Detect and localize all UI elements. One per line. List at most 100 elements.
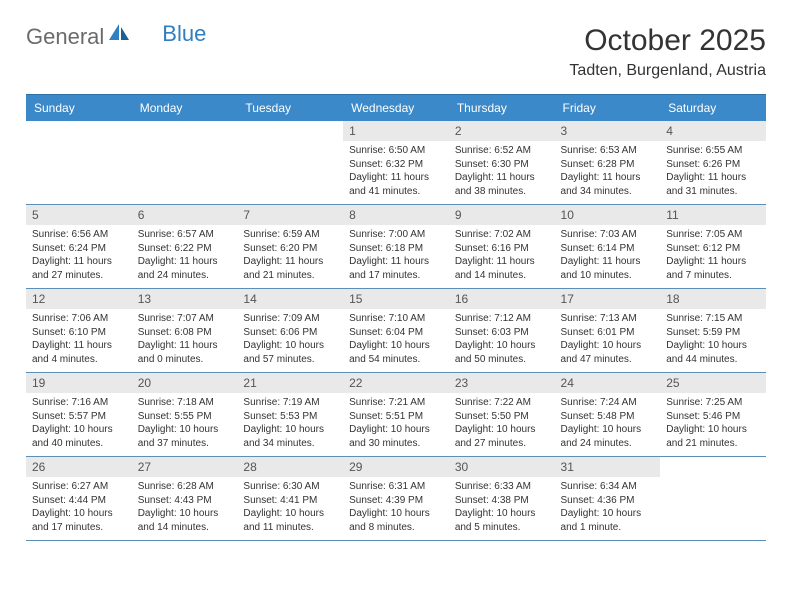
day-number: 7 <box>237 205 343 225</box>
calendar-cell: 5Sunrise: 6:56 AMSunset: 6:24 PMDaylight… <box>26 205 132 289</box>
day-number: 18 <box>660 289 766 309</box>
calendar-cell: 21Sunrise: 7:19 AMSunset: 5:53 PMDayligh… <box>237 373 343 457</box>
day-number: 26 <box>26 457 132 477</box>
day-number: 21 <box>237 373 343 393</box>
weekday-header: Sunday <box>26 95 132 122</box>
calendar-cell: 20Sunrise: 7:18 AMSunset: 5:55 PMDayligh… <box>132 373 238 457</box>
calendar-cell <box>132 121 238 205</box>
calendar-body: 1Sunrise: 6:50 AMSunset: 6:32 PMDaylight… <box>26 121 766 541</box>
day-number: 20 <box>132 373 238 393</box>
day-number: 23 <box>449 373 555 393</box>
calendar-cell <box>237 121 343 205</box>
calendar-cell: 7Sunrise: 6:59 AMSunset: 6:20 PMDaylight… <box>237 205 343 289</box>
calendar-header-row: SundayMondayTuesdayWednesdayThursdayFrid… <box>26 95 766 122</box>
day-details: Sunrise: 7:21 AMSunset: 5:51 PMDaylight:… <box>343 393 449 456</box>
calendar-row: 5Sunrise: 6:56 AMSunset: 6:24 PMDaylight… <box>26 205 766 289</box>
day-details: Sunrise: 7:22 AMSunset: 5:50 PMDaylight:… <box>449 393 555 456</box>
day-details: Sunrise: 6:50 AMSunset: 6:32 PMDaylight:… <box>343 141 449 204</box>
weekday-header: Tuesday <box>237 95 343 122</box>
day-details: Sunrise: 6:30 AMSunset: 4:41 PMDaylight:… <box>237 477 343 540</box>
day-details: Sunrise: 6:53 AMSunset: 6:28 PMDaylight:… <box>555 141 661 204</box>
day-number: 10 <box>555 205 661 225</box>
header: General Blue October 2025 Tadten, Burgen… <box>26 24 766 80</box>
calendar-cell: 31Sunrise: 6:34 AMSunset: 4:36 PMDayligh… <box>555 457 661 541</box>
day-details: Sunrise: 7:13 AMSunset: 6:01 PMDaylight:… <box>555 309 661 372</box>
calendar-cell: 28Sunrise: 6:30 AMSunset: 4:41 PMDayligh… <box>237 457 343 541</box>
day-details: Sunrise: 6:28 AMSunset: 4:43 PMDaylight:… <box>132 477 238 540</box>
day-details: Sunrise: 7:18 AMSunset: 5:55 PMDaylight:… <box>132 393 238 456</box>
day-details: Sunrise: 6:33 AMSunset: 4:38 PMDaylight:… <box>449 477 555 540</box>
day-number: 4 <box>660 121 766 141</box>
month-title: October 2025 <box>569 24 766 58</box>
calendar-cell: 29Sunrise: 6:31 AMSunset: 4:39 PMDayligh… <box>343 457 449 541</box>
day-number: 19 <box>26 373 132 393</box>
day-number: 14 <box>237 289 343 309</box>
title-block: October 2025 Tadten, Burgenland, Austria <box>569 24 766 80</box>
day-details: Sunrise: 7:10 AMSunset: 6:04 PMDaylight:… <box>343 309 449 372</box>
day-number: 9 <box>449 205 555 225</box>
weekday-header: Saturday <box>660 95 766 122</box>
weekday-header: Thursday <box>449 95 555 122</box>
day-number: 5 <box>26 205 132 225</box>
calendar-cell <box>660 457 766 541</box>
day-number: 22 <box>343 373 449 393</box>
day-number: 11 <box>660 205 766 225</box>
day-details: Sunrise: 7:12 AMSunset: 6:03 PMDaylight:… <box>449 309 555 372</box>
day-number: 6 <box>132 205 238 225</box>
calendar-row: 1Sunrise: 6:50 AMSunset: 6:32 PMDaylight… <box>26 121 766 205</box>
day-number: 30 <box>449 457 555 477</box>
day-details: Sunrise: 7:24 AMSunset: 5:48 PMDaylight:… <box>555 393 661 456</box>
calendar-cell: 4Sunrise: 6:55 AMSunset: 6:26 PMDaylight… <box>660 121 766 205</box>
day-details: Sunrise: 6:59 AMSunset: 6:20 PMDaylight:… <box>237 225 343 288</box>
day-number: 25 <box>660 373 766 393</box>
day-details: Sunrise: 6:55 AMSunset: 6:26 PMDaylight:… <box>660 141 766 204</box>
day-details: Sunrise: 7:06 AMSunset: 6:10 PMDaylight:… <box>26 309 132 372</box>
day-details: Sunrise: 6:27 AMSunset: 4:44 PMDaylight:… <box>26 477 132 540</box>
calendar-cell: 18Sunrise: 7:15 AMSunset: 5:59 PMDayligh… <box>660 289 766 373</box>
day-number: 1 <box>343 121 449 141</box>
logo-sail-icon <box>108 22 130 47</box>
calendar-cell <box>26 121 132 205</box>
calendar-cell: 13Sunrise: 7:07 AMSunset: 6:08 PMDayligh… <box>132 289 238 373</box>
day-details: Sunrise: 6:57 AMSunset: 6:22 PMDaylight:… <box>132 225 238 288</box>
calendar-cell: 25Sunrise: 7:25 AMSunset: 5:46 PMDayligh… <box>660 373 766 457</box>
calendar-cell: 14Sunrise: 7:09 AMSunset: 6:06 PMDayligh… <box>237 289 343 373</box>
calendar-cell: 26Sunrise: 6:27 AMSunset: 4:44 PMDayligh… <box>26 457 132 541</box>
weekday-header: Wednesday <box>343 95 449 122</box>
day-number: 27 <box>132 457 238 477</box>
calendar-table: SundayMondayTuesdayWednesdayThursdayFrid… <box>26 94 766 541</box>
day-details: Sunrise: 7:09 AMSunset: 6:06 PMDaylight:… <box>237 309 343 372</box>
day-details: Sunrise: 7:05 AMSunset: 6:12 PMDaylight:… <box>660 225 766 288</box>
day-details: Sunrise: 6:56 AMSunset: 6:24 PMDaylight:… <box>26 225 132 288</box>
logo-text-general: General <box>26 24 104 50</box>
calendar-cell: 19Sunrise: 7:16 AMSunset: 5:57 PMDayligh… <box>26 373 132 457</box>
calendar-cell: 17Sunrise: 7:13 AMSunset: 6:01 PMDayligh… <box>555 289 661 373</box>
day-details: Sunrise: 7:19 AMSunset: 5:53 PMDaylight:… <box>237 393 343 456</box>
day-details: Sunrise: 7:00 AMSunset: 6:18 PMDaylight:… <box>343 225 449 288</box>
calendar-row: 26Sunrise: 6:27 AMSunset: 4:44 PMDayligh… <box>26 457 766 541</box>
calendar-cell: 10Sunrise: 7:03 AMSunset: 6:14 PMDayligh… <box>555 205 661 289</box>
day-details: Sunrise: 6:31 AMSunset: 4:39 PMDaylight:… <box>343 477 449 540</box>
calendar-cell: 1Sunrise: 6:50 AMSunset: 6:32 PMDaylight… <box>343 121 449 205</box>
calendar-cell: 24Sunrise: 7:24 AMSunset: 5:48 PMDayligh… <box>555 373 661 457</box>
calendar-row: 12Sunrise: 7:06 AMSunset: 6:10 PMDayligh… <box>26 289 766 373</box>
day-details: Sunrise: 7:25 AMSunset: 5:46 PMDaylight:… <box>660 393 766 456</box>
logo-text-blue: Blue <box>162 21 206 47</box>
day-number: 12 <box>26 289 132 309</box>
day-number: 29 <box>343 457 449 477</box>
day-number: 13 <box>132 289 238 309</box>
calendar-cell: 8Sunrise: 7:00 AMSunset: 6:18 PMDaylight… <box>343 205 449 289</box>
calendar-cell: 16Sunrise: 7:12 AMSunset: 6:03 PMDayligh… <box>449 289 555 373</box>
logo: General Blue <box>26 24 206 50</box>
day-number: 16 <box>449 289 555 309</box>
day-details: Sunrise: 7:02 AMSunset: 6:16 PMDaylight:… <box>449 225 555 288</box>
weekday-header: Monday <box>132 95 238 122</box>
day-details: Sunrise: 6:34 AMSunset: 4:36 PMDaylight:… <box>555 477 661 540</box>
day-details: Sunrise: 7:07 AMSunset: 6:08 PMDaylight:… <box>132 309 238 372</box>
calendar-cell: 23Sunrise: 7:22 AMSunset: 5:50 PMDayligh… <box>449 373 555 457</box>
calendar-cell: 6Sunrise: 6:57 AMSunset: 6:22 PMDaylight… <box>132 205 238 289</box>
calendar-cell: 11Sunrise: 7:05 AMSunset: 6:12 PMDayligh… <box>660 205 766 289</box>
calendar-cell: 12Sunrise: 7:06 AMSunset: 6:10 PMDayligh… <box>26 289 132 373</box>
day-number: 17 <box>555 289 661 309</box>
calendar-cell: 22Sunrise: 7:21 AMSunset: 5:51 PMDayligh… <box>343 373 449 457</box>
